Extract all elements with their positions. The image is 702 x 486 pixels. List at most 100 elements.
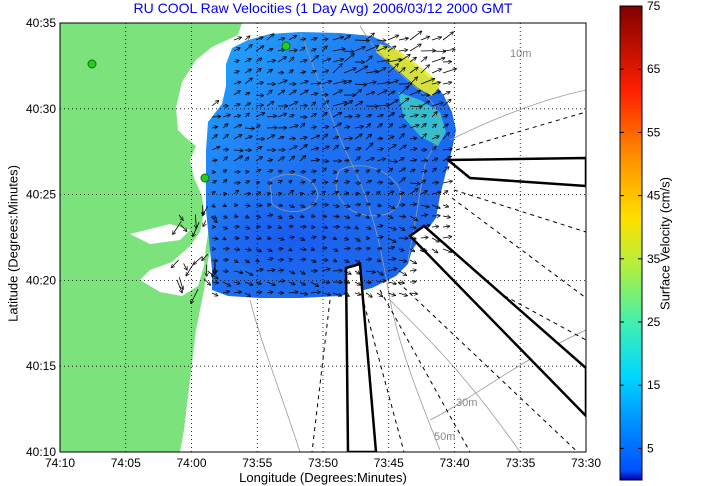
velocity-vector — [387, 204, 395, 209]
velocity-vector — [376, 292, 382, 296]
colorbar-tick-label: 15 — [647, 378, 661, 392]
velocity-vector — [244, 103, 250, 106]
velocity-vector — [299, 156, 305, 162]
velocity-vector — [255, 125, 260, 128]
velocity-vector — [321, 216, 326, 217]
velocity-vector — [409, 106, 422, 107]
velocity-vector — [442, 69, 456, 74]
x-axis-label: Longitude (Degrees:Minutes) — [239, 470, 407, 485]
velocity-vector — [354, 293, 361, 295]
velocity-vector — [223, 238, 226, 240]
velocity-vector — [244, 69, 251, 74]
velocity-vector — [289, 226, 293, 227]
velocity-vector — [256, 260, 259, 261]
velocity-vector — [299, 47, 305, 52]
velocity-vector — [255, 282, 261, 284]
colorbar-ticks: 75 65 55 45 35 25 15 5 — [620, 0, 661, 455]
x-tick-label: 73:35 — [505, 456, 535, 470]
velocity-vector — [277, 157, 284, 162]
velocity-vector — [223, 205, 226, 206]
velocity-vector — [244, 205, 250, 206]
velocity-vector — [222, 135, 228, 140]
velocity-vector — [409, 215, 417, 220]
velocity-vector — [299, 216, 304, 217]
velocity-vector — [211, 147, 220, 151]
velocity-vector — [365, 135, 371, 140]
velocity-vector — [195, 214, 196, 228]
velocity-vector — [176, 279, 182, 293]
velocity-vector — [244, 158, 249, 162]
velocity-vector — [431, 158, 437, 161]
velocity-vector — [288, 205, 294, 207]
velocity-vector — [222, 180, 227, 183]
velocity-vector — [277, 270, 283, 271]
velocity-vector — [310, 281, 318, 286]
y-tick-label: 40:30 — [26, 102, 56, 116]
velocity-vector — [321, 134, 328, 140]
velocity-vector — [365, 33, 374, 41]
velocity-vector — [343, 193, 348, 194]
velocity-vector — [300, 193, 303, 194]
velocity-vector — [277, 137, 284, 139]
velocity-vector — [387, 191, 394, 194]
velocity-vector — [233, 292, 241, 293]
velocity-vector — [442, 216, 450, 217]
colorbar — [619, 5, 643, 481]
radar-station-marker — [281, 41, 291, 51]
velocity-vector — [332, 81, 346, 85]
velocity-vector — [223, 170, 226, 172]
velocity-vector — [277, 73, 283, 74]
velocity-vector — [244, 249, 251, 250]
velocity-vector — [266, 34, 274, 41]
velocity-vector — [420, 215, 427, 216]
velocity-vector — [431, 192, 441, 194]
velocity-vector — [212, 263, 216, 277]
velocity-vector — [409, 68, 418, 74]
velocity-vector — [354, 47, 365, 52]
velocity-vector — [398, 50, 407, 51]
velocity-vector — [354, 148, 361, 150]
velocity-vector — [277, 90, 284, 96]
velocity-vector — [442, 124, 448, 129]
velocity-vector — [343, 148, 349, 150]
velocity-vector — [299, 238, 304, 240]
velocity-vector — [442, 115, 448, 117]
velocity-vector — [193, 222, 200, 236]
velocity-vector — [277, 181, 282, 183]
velocity-vector — [431, 124, 436, 129]
velocity-vector — [420, 124, 426, 129]
velocity-vector — [431, 204, 440, 208]
velocity-vector — [299, 271, 305, 274]
velocity-vector — [387, 59, 401, 63]
velocity-vector — [322, 192, 325, 195]
velocity-vector — [310, 114, 316, 118]
velocity-vector — [332, 145, 338, 151]
velocity-vector — [398, 55, 410, 63]
velocity-vector — [299, 282, 305, 285]
velocity-vector — [310, 260, 316, 262]
velocity-vector — [211, 181, 216, 183]
velocity-vector — [343, 101, 352, 107]
velocity-vector — [299, 106, 307, 107]
velocity-vector — [266, 70, 272, 74]
velocity-vector — [442, 205, 448, 207]
velocity-vector — [288, 292, 298, 293]
colorbar-tick-label: 65 — [647, 62, 661, 76]
velocity-vector — [343, 248, 350, 249]
velocity-vector — [211, 293, 218, 296]
velocity-vector — [420, 161, 427, 162]
velocity-vector — [310, 148, 318, 150]
velocity-vector — [233, 191, 238, 195]
colorbar-tick-label: 25 — [647, 315, 661, 329]
contour-label: 10m — [510, 48, 531, 60]
velocity-vector — [343, 127, 349, 128]
velocity-vector — [173, 221, 182, 234]
contour-label: 30m — [456, 397, 477, 409]
velocity-vector — [277, 80, 287, 85]
velocity-vector — [210, 216, 217, 223]
velocity-vector — [354, 90, 361, 96]
velocity-vector — [442, 237, 451, 239]
velocity-vector — [420, 134, 426, 140]
velocity-vector — [321, 113, 327, 118]
velocity-vector — [321, 146, 329, 151]
